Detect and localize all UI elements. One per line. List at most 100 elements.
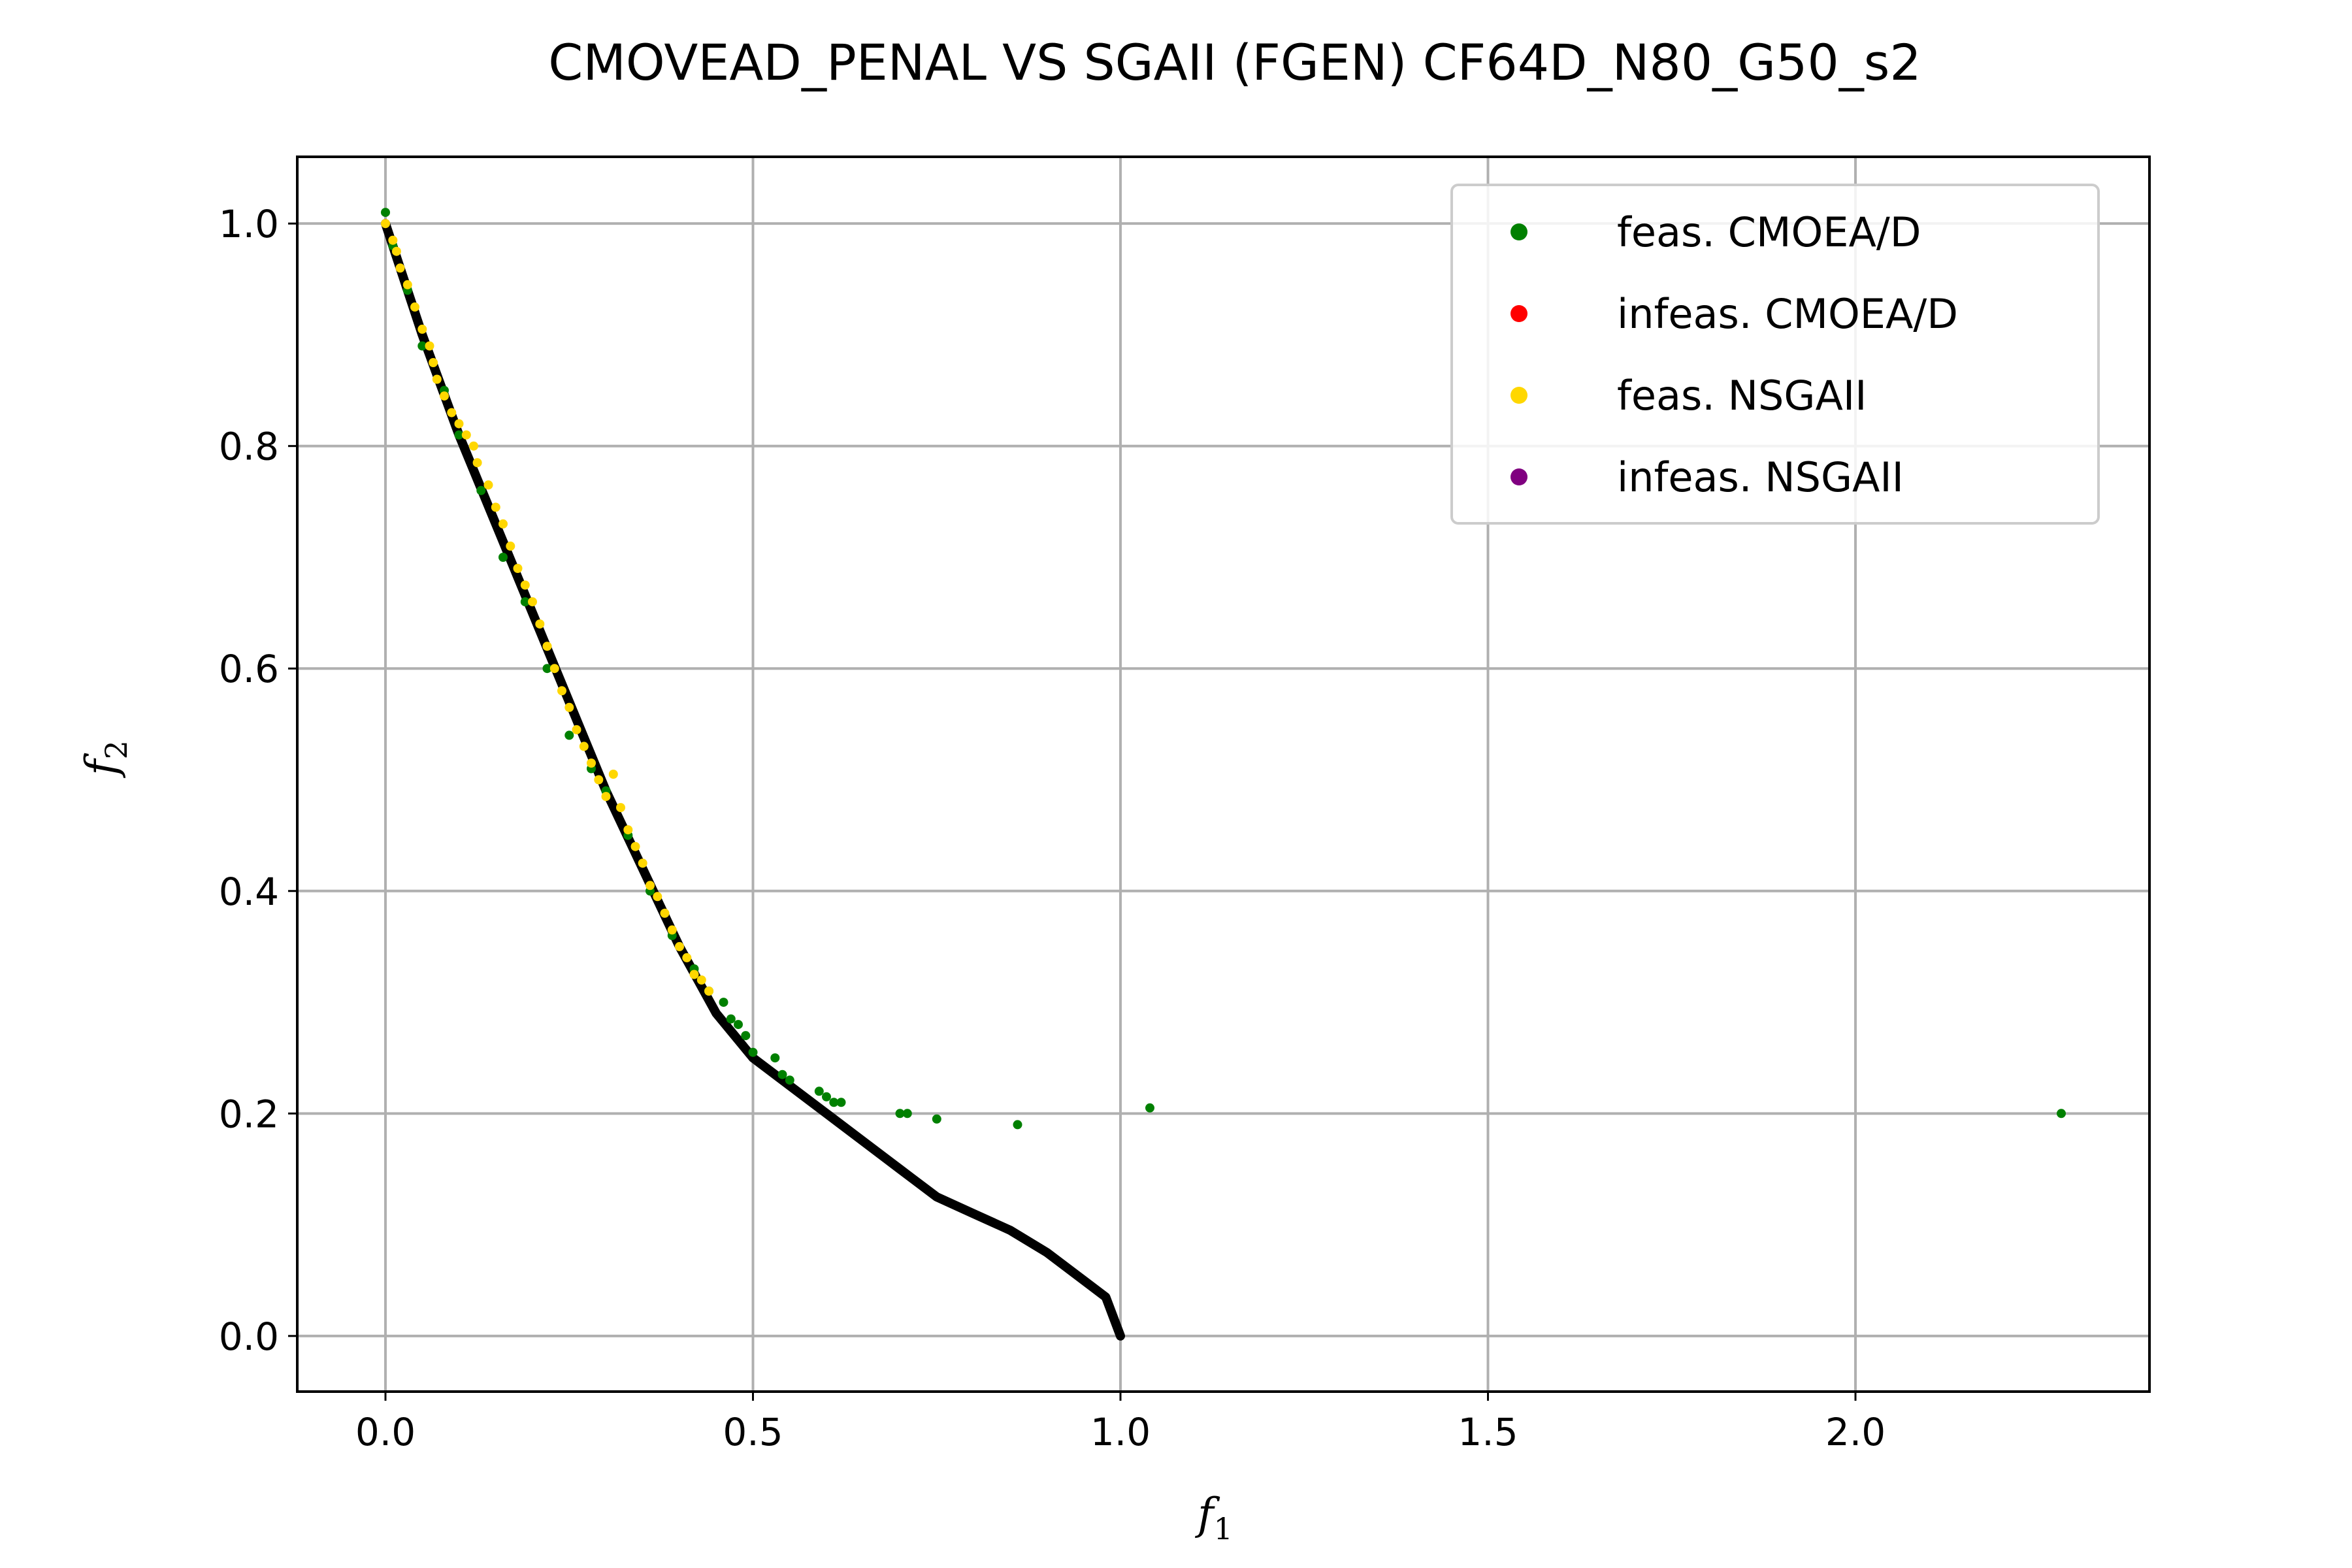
point-feas-nsgaii: [630, 841, 640, 851]
legend-box: [1450, 184, 2100, 525]
point-feas-nsgaii: [469, 441, 478, 451]
point-feas-nsgaii: [572, 725, 581, 734]
point-feas-nsgaii: [410, 302, 419, 312]
point-feas-nsgaii: [675, 941, 684, 951]
point-feas-nsgaii: [660, 908, 670, 918]
point-feas-nsgaii: [498, 519, 508, 529]
point-feas-cmoea-d: [381, 208, 390, 218]
point-feas-cmoea-d: [1145, 1103, 1154, 1113]
legend-marker: [1511, 305, 1527, 322]
point-feas-cmoea-d: [829, 1098, 839, 1107]
point-feas-cmoea-d: [719, 998, 728, 1007]
legend-label: feas. NSGAII: [1617, 372, 1867, 419]
point-feas-nsgaii: [506, 541, 515, 551]
point-feas-cmoea-d: [454, 430, 464, 440]
point-feas-nsgaii: [454, 419, 464, 429]
x-axis-label: f1: [1194, 1489, 1233, 1546]
point-feas-nsgaii: [483, 480, 493, 490]
point-feas-nsgaii: [579, 742, 589, 751]
y-tick-label: 0.4: [219, 870, 279, 914]
point-feas-cmoea-d: [520, 597, 530, 607]
point-feas-cmoea-d: [417, 341, 427, 351]
point-feas-cmoea-d: [932, 1114, 941, 1124]
point-feas-nsgaii: [689, 970, 699, 979]
point-feas-nsgaii: [557, 686, 566, 696]
point-feas-nsgaii: [696, 975, 706, 985]
point-feas-cmoea-d: [785, 1075, 794, 1085]
legend-label: infeas. NSGAII: [1617, 453, 1904, 501]
point-feas-nsgaii: [601, 792, 611, 802]
chart-title: CMOVEAD_PENAL VS SGAII (FGEN) CF64D_N80_…: [548, 33, 1921, 91]
point-feas-cmoea-d: [902, 1109, 912, 1119]
point-feas-cmoea-d: [542, 664, 552, 674]
point-feas-nsgaii: [638, 858, 647, 868]
point-feas-cmoea-d: [895, 1109, 905, 1119]
legend: feas. CMOEA/D infeas. CMOEA/D feas. NSGAII…: [1450, 184, 2100, 525]
point-feas-nsgaii: [682, 953, 692, 962]
point-feas-nsgaii: [608, 770, 618, 779]
point-feas-cmoea-d: [734, 1020, 743, 1030]
point-feas-nsgaii: [432, 374, 442, 384]
point-feas-cmoea-d: [1013, 1120, 1022, 1130]
x-tick-label: 2.0: [1825, 1410, 1886, 1454]
legend-marker: [1511, 387, 1527, 404]
axes-frame: [296, 155, 2151, 1393]
point-feas-nsgaii: [491, 502, 500, 512]
point-feas-nsgaii: [587, 759, 596, 768]
data-points-layer: [381, 208, 2066, 1130]
point-feas-nsgaii: [417, 324, 427, 334]
point-feas-nsgaii: [429, 358, 438, 367]
point-feas-nsgaii: [447, 408, 457, 417]
point-feas-nsgaii: [381, 219, 390, 229]
point-feas-nsgaii: [616, 803, 625, 813]
point-feas-nsgaii: [472, 458, 482, 468]
point-feas-nsgaii: [564, 702, 574, 712]
axis-ticks: 0.0 0.5 1.0 1.5 2.0 0.0 0.2 0.4 0.6 0.8 1.0: [219, 202, 1886, 1454]
point-feas-cmoea-d: [777, 1070, 787, 1079]
point-feas-nsgaii: [535, 619, 545, 629]
point-feas-nsgaii: [623, 825, 633, 835]
point-feas-nsgaii: [513, 564, 523, 573]
point-feas-cmoea-d: [498, 553, 508, 562]
x-tick-label: 0.0: [355, 1410, 416, 1454]
point-feas-nsgaii: [520, 580, 530, 590]
point-feas-nsgaii: [645, 881, 655, 890]
legend-marker: [1511, 468, 1527, 485]
x-tick-label: 1.5: [1458, 1410, 1518, 1454]
legend-marker: [1511, 223, 1527, 240]
legend-label: infeas. CMOEA/D: [1617, 290, 1958, 338]
y-tick-label: 0.2: [219, 1092, 279, 1136]
point-feas-nsgaii: [440, 391, 449, 401]
point-feas-nsgaii: [594, 775, 604, 785]
point-feas-cmoea-d: [814, 1086, 824, 1096]
point-feas-nsgaii: [528, 597, 537, 607]
y-tick-label: 0.8: [219, 425, 279, 469]
point-feas-nsgaii: [549, 664, 559, 674]
point-feas-cmoea-d: [770, 1053, 780, 1063]
point-feas-nsgaii: [391, 246, 401, 256]
point-feas-cmoea-d: [564, 730, 574, 740]
point-feas-nsgaii: [425, 341, 434, 351]
point-feas-cmoea-d: [726, 1014, 736, 1024]
x-tick-label: 1.0: [1090, 1410, 1151, 1454]
y-tick-label: 1.0: [219, 202, 279, 246]
point-feas-cmoea-d: [741, 1031, 751, 1041]
legend-label: feas. CMOEA/D: [1617, 208, 1921, 256]
point-feas-cmoea-d: [748, 1047, 758, 1057]
point-feas-nsgaii: [388, 235, 398, 245]
point-feas-nsgaii: [542, 642, 552, 651]
point-feas-nsgaii: [653, 892, 662, 902]
x-tick-label: 0.5: [723, 1410, 783, 1454]
point-feas-cmoea-d: [476, 485, 486, 495]
point-feas-cmoea-d: [2057, 1109, 2066, 1119]
y-tick-label: 0.0: [219, 1315, 279, 1359]
point-feas-nsgaii: [402, 280, 412, 289]
point-feas-nsgaii: [704, 987, 713, 996]
point-feas-cmoea-d: [822, 1092, 831, 1102]
point-feas-cmoea-d: [836, 1098, 846, 1107]
point-feas-nsgaii: [461, 430, 471, 440]
point-feas-nsgaii: [395, 263, 405, 273]
y-tick-label: 0.6: [219, 647, 279, 691]
point-feas-nsgaii: [667, 925, 677, 935]
